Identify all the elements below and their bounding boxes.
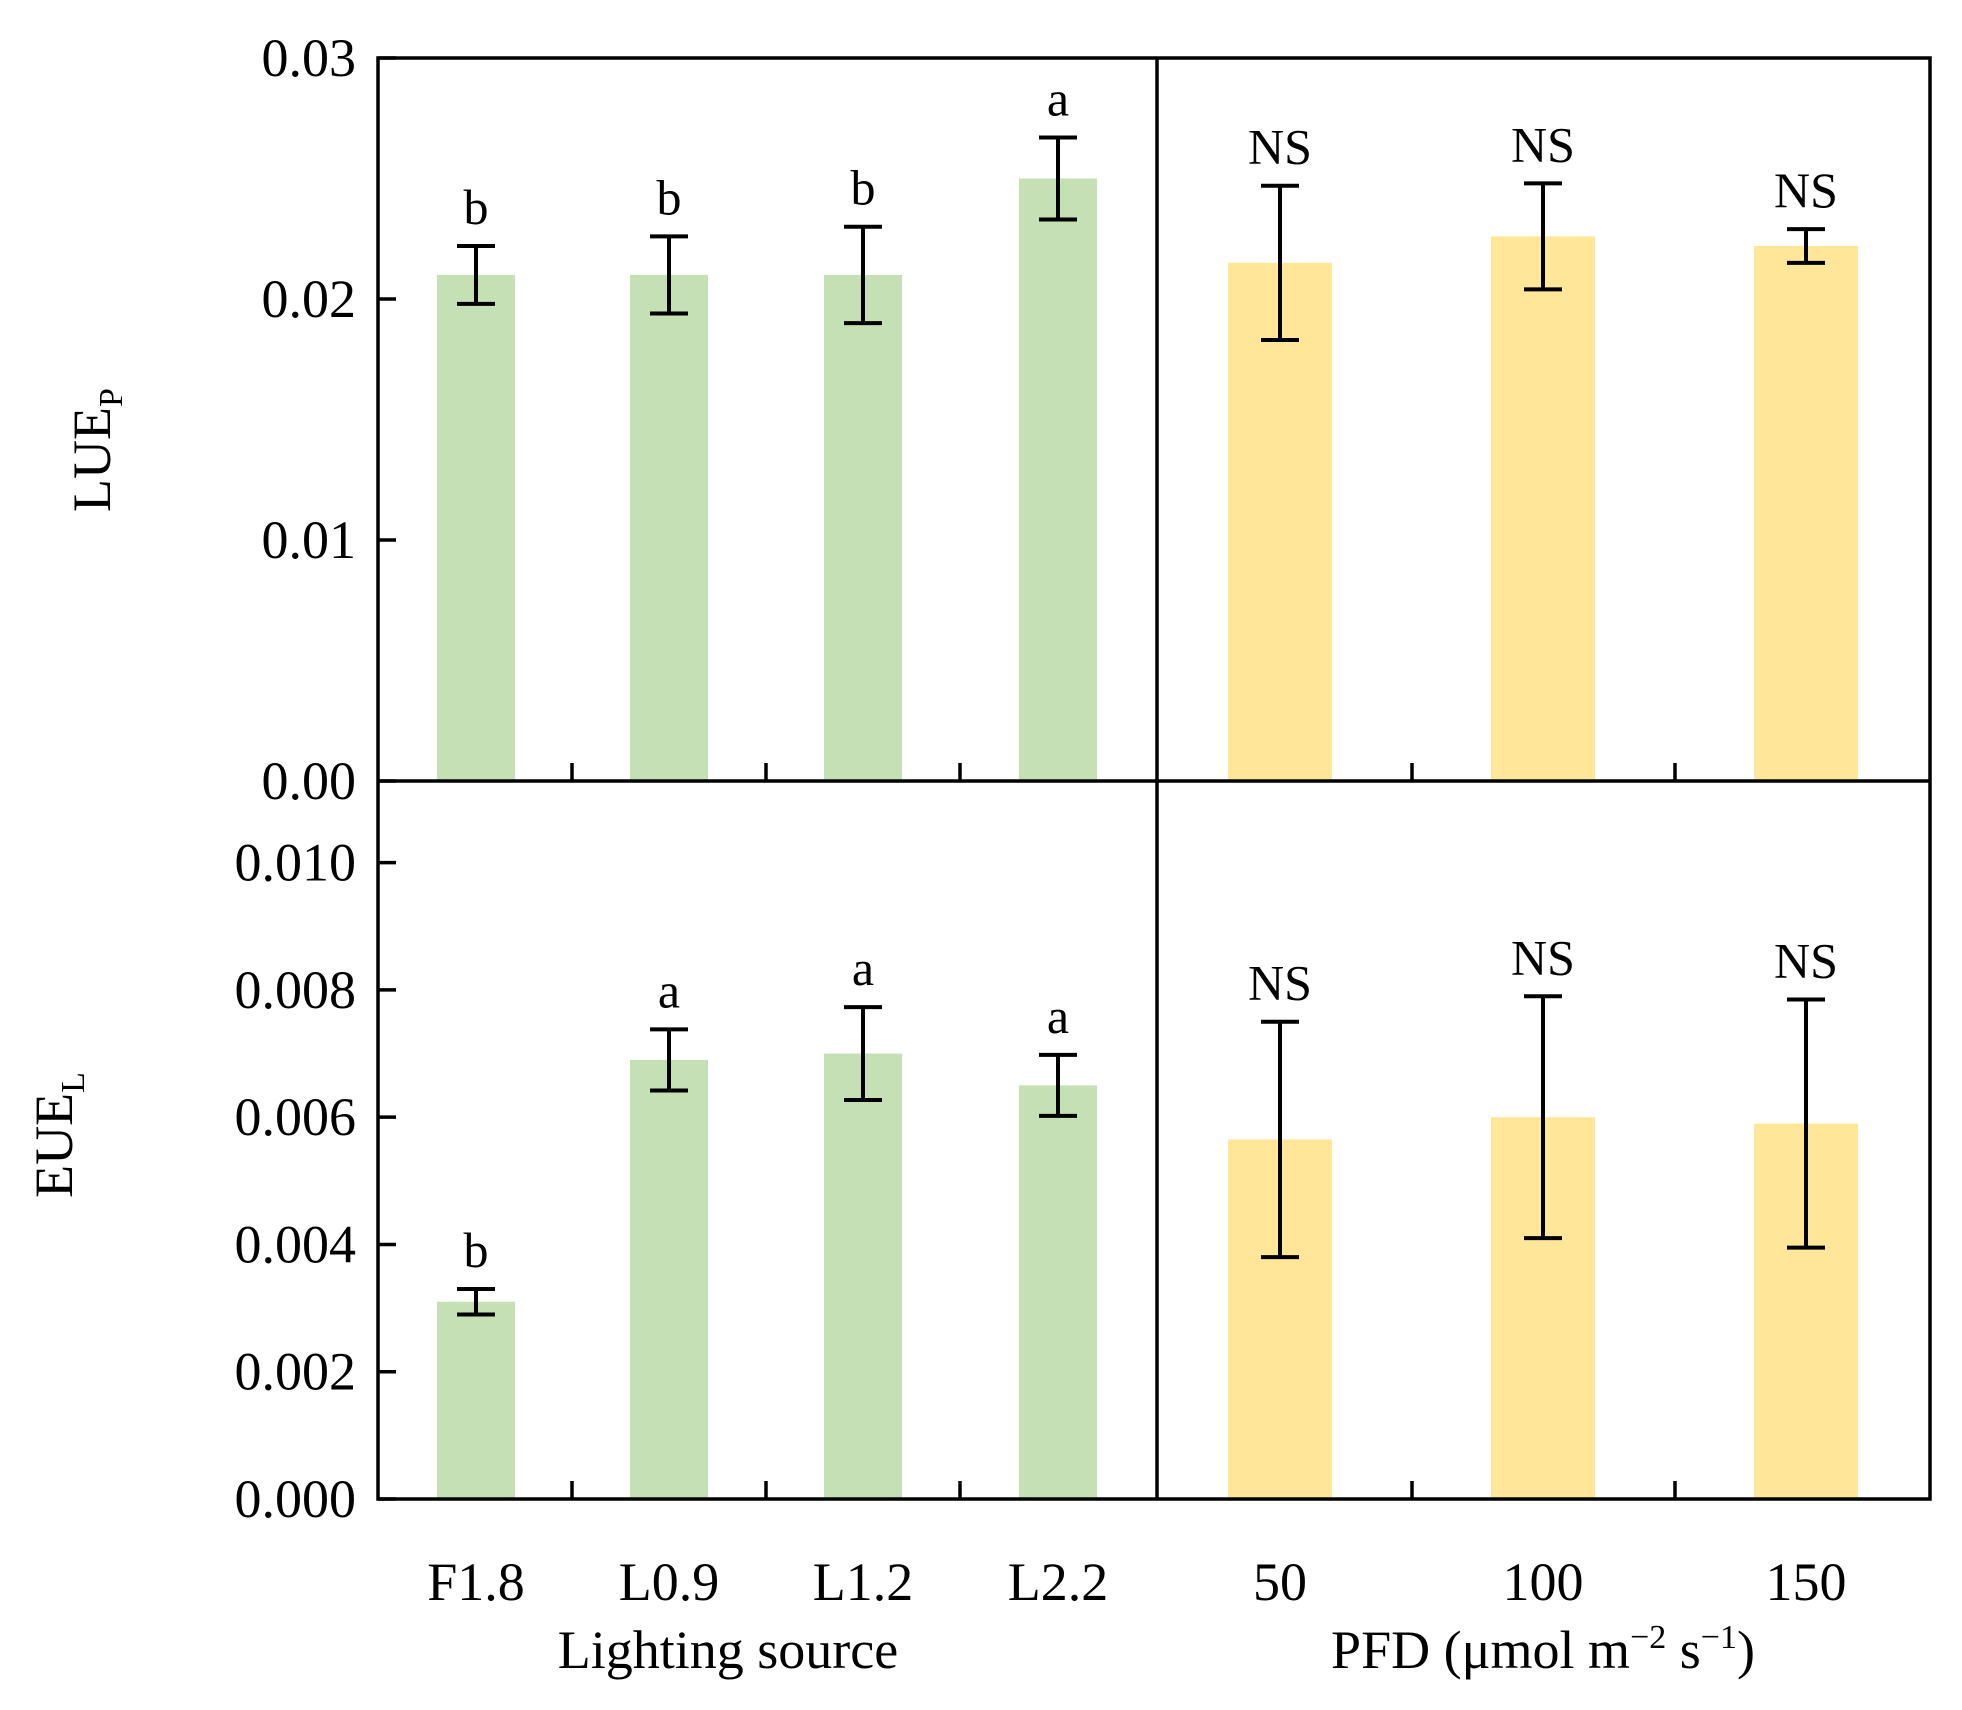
x-axis-title-pfd-part: s [1666, 1620, 1701, 1680]
y-tick-label: 0.002 [235, 1342, 357, 1402]
x-axis-title-lighting: Lighting source [558, 1620, 898, 1680]
y-tick-label: 0.004 [235, 1214, 357, 1274]
significance-label: NS [1511, 929, 1575, 985]
significance-label: b [657, 169, 682, 225]
x-tick-label: L0.9 [619, 1552, 720, 1612]
y-tick-label: 0.000 [235, 1469, 357, 1529]
bar-L1.2 [824, 274, 902, 781]
bar-L0.9 [630, 1059, 708, 1499]
x-tick-label: L1.2 [813, 1552, 914, 1612]
bar-100 [1491, 236, 1595, 782]
significance-label: a [658, 962, 680, 1018]
significance-label: NS [1248, 955, 1312, 1011]
bar-50 [1228, 262, 1332, 782]
y-axis-title-lue-subscript: P [93, 388, 130, 407]
significance-label: NS [1248, 119, 1312, 175]
significance-label: a [1047, 988, 1069, 1044]
significance-label: a [852, 940, 874, 996]
significance-label: b [464, 179, 489, 235]
y-axis-title-lue: LUEP [62, 388, 130, 512]
x-tick-label: 50 [1253, 1552, 1307, 1612]
x-axis-title-pfd: PFD (μmol m−2 s−1) [1331, 1619, 1755, 1680]
bar-L2.2 [1019, 1085, 1097, 1499]
x-axis-title-pfd-part: ) [1737, 1620, 1755, 1680]
y-tick-label: 0.03 [262, 28, 357, 88]
significance-label: NS [1774, 162, 1838, 218]
y-tick-label: 0.00 [262, 751, 357, 811]
x-tick-label: 100 [1503, 1552, 1584, 1612]
x-tick-label: L2.2 [1008, 1552, 1109, 1612]
bar-F1.8 [437, 274, 515, 781]
significance-label: a [1047, 71, 1069, 127]
x-axis-title-pfd-part: −1 [1701, 1619, 1737, 1656]
y-axis-title-eue-main: EUE [24, 1093, 84, 1198]
y-tick-label: 0.008 [235, 960, 357, 1020]
bars-layer [437, 135, 1858, 1499]
y-tick-label: 0.010 [235, 833, 357, 893]
bar-150 [1754, 245, 1858, 782]
y-axis-title-eue-subscript: L [55, 1072, 92, 1093]
y-tick-label: 0.02 [262, 269, 357, 329]
significance-label: NS [1511, 116, 1575, 172]
bar-L0.9 [630, 274, 708, 781]
x-tick-label: 150 [1766, 1552, 1847, 1612]
significance-label: NS [1774, 932, 1838, 988]
bar-L2.2 [1019, 178, 1097, 781]
labels-layer: b b b a NS NS NS b a a a NS NS NS 0.00 0.01 0.02 0.03 0.00… [24, 28, 1847, 1680]
bar-L1.2 [824, 1053, 902, 1499]
x-tick-label: F1.8 [427, 1552, 525, 1612]
y-axis-title-lue-main: LUE [62, 407, 122, 512]
plot-frame [376, 56, 1932, 1501]
bar-F1.8 [437, 1301, 515, 1499]
x-axis-title-pfd-part: −2 [1630, 1619, 1666, 1656]
y-tick-label: 0.006 [235, 1087, 357, 1147]
y-tick-label: 0.01 [262, 510, 357, 570]
y-axis-title-eue: EUEL [24, 1072, 92, 1198]
significance-label: b [464, 1222, 489, 1278]
x-axis-title-pfd-part: PFD (μmol m [1331, 1620, 1630, 1680]
frame-layer [376, 56, 1932, 1501]
significance-label: b [851, 160, 876, 216]
